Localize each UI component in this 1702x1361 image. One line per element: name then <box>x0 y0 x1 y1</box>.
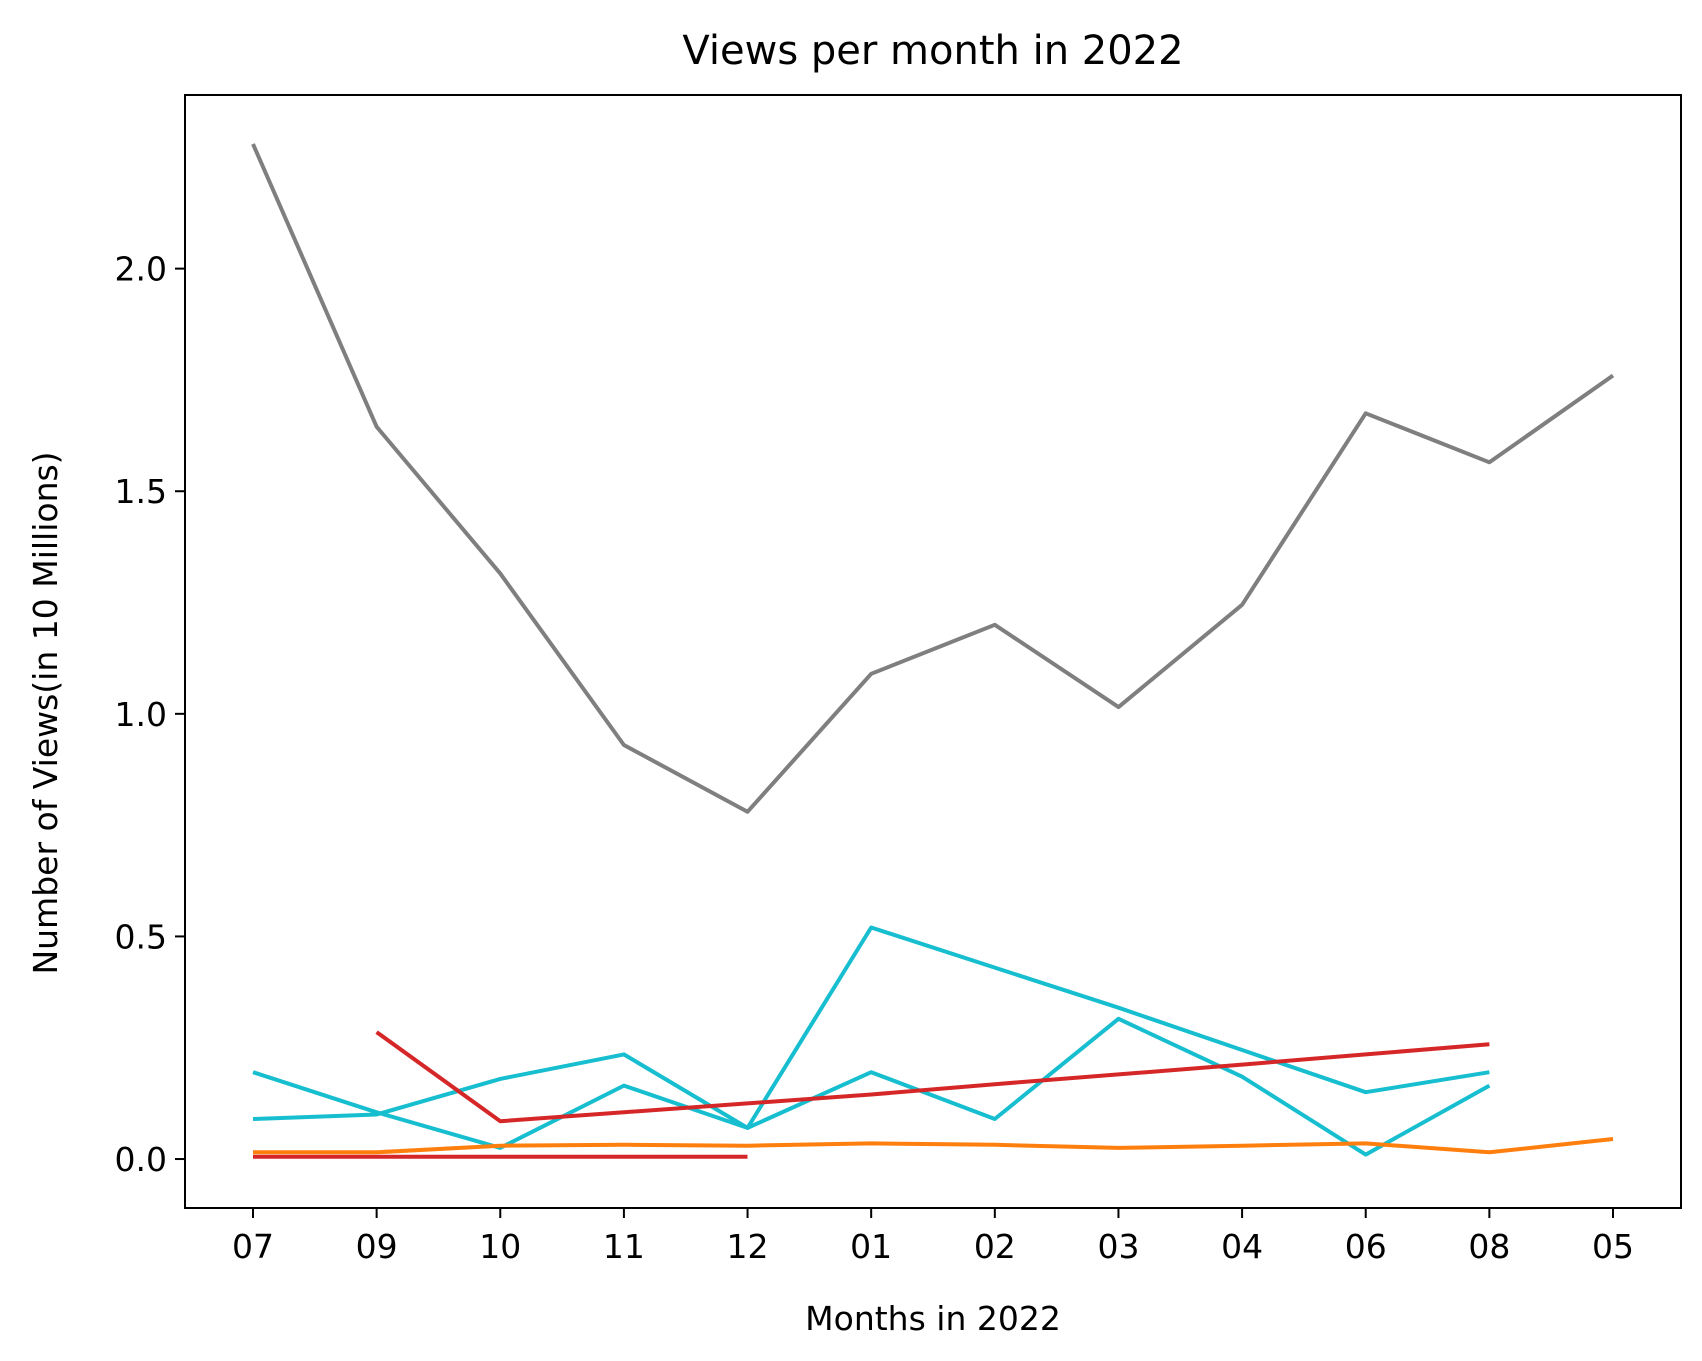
plot-frame <box>184 94 1682 1209</box>
x-tick-label: 12 <box>727 1227 769 1266</box>
series-line <box>375 1030 1490 1124</box>
x-axis-label: Months in 2022 <box>805 1299 1061 1338</box>
x-tick-label: 05 <box>1592 1227 1634 1266</box>
y-tick-label: 2.0 <box>115 250 167 289</box>
x-axis: 07 09 10 11 12 01 02 03 04 06 08 05 <box>232 1208 1634 1266</box>
x-tick-label: 03 <box>1097 1227 1139 1266</box>
series-line <box>251 143 1615 814</box>
y-tick-label: 1.5 <box>115 472 167 511</box>
x-tick-label: 06 <box>1345 1227 1387 1266</box>
y-axis: 0.0 0.5 1.0 1.5 2.0 <box>115 250 185 1179</box>
x-tick-label: 08 <box>1468 1227 1510 1266</box>
series-line <box>253 1137 1614 1155</box>
x-tick-label: 02 <box>974 1227 1016 1266</box>
y-tick-label: 0.5 <box>115 917 167 956</box>
x-tick-label: 10 <box>479 1227 521 1266</box>
x-tick-label: 04 <box>1221 1227 1263 1266</box>
y-axis-label: Number of Views(in 10 Millions) <box>26 451 65 974</box>
x-tick-label: 11 <box>603 1227 645 1266</box>
chart-title: Views per month in 2022 <box>682 28 1183 74</box>
x-tick-label: 09 <box>356 1227 398 1266</box>
y-tick-label: 1.0 <box>115 695 167 734</box>
y-tick-label: 0.0 <box>115 1140 167 1179</box>
x-tick-label: 01 <box>850 1227 892 1266</box>
series-line <box>252 1016 1491 1157</box>
series-layer <box>251 143 1615 1159</box>
x-tick-label: 07 <box>232 1227 274 1266</box>
